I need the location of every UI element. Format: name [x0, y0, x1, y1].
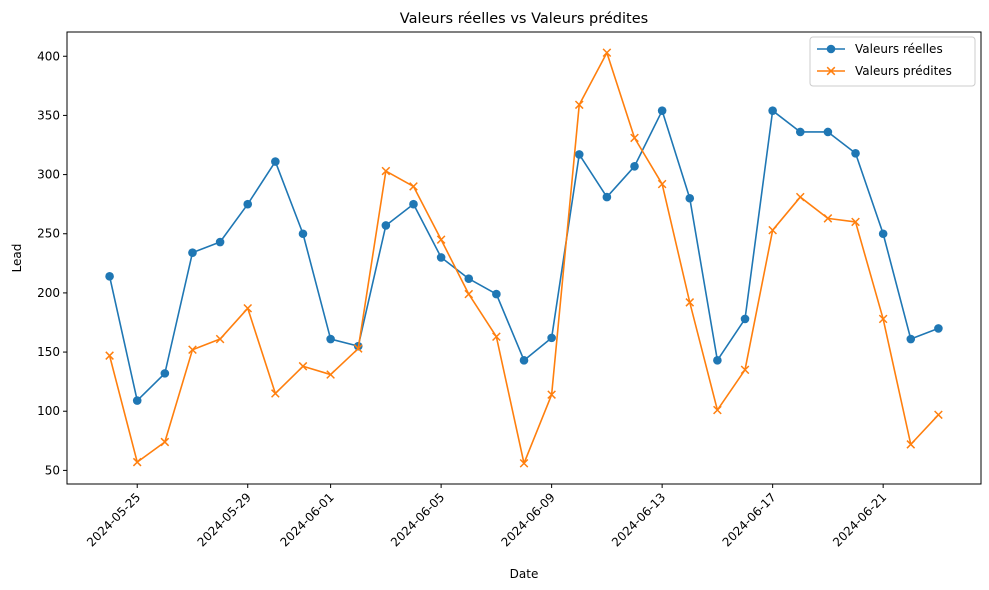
y-tick-label: 300	[37, 168, 60, 182]
data-point	[768, 225, 777, 235]
data-point	[132, 396, 142, 405]
data-point	[464, 289, 474, 299]
data-point	[685, 298, 695, 307]
data-point	[464, 274, 474, 284]
data-point	[657, 106, 667, 115]
data-point	[547, 333, 556, 343]
data-point	[795, 127, 805, 137]
y-axis-label: Lead	[10, 244, 24, 273]
data-point	[436, 253, 446, 262]
data-point	[547, 390, 556, 399]
data-point	[574, 100, 584, 110]
data-point	[795, 192, 805, 202]
data-point	[492, 289, 501, 299]
x-tick-label: 2024-06-17	[720, 490, 779, 549]
data-point	[243, 199, 253, 209]
data-point	[492, 332, 501, 342]
data-point	[188, 248, 197, 257]
x-tick-label: 2024-05-25	[84, 490, 143, 549]
legend-marker	[826, 44, 836, 54]
y-axis: 50 100 150 200 250 300 350 400	[37, 49, 67, 477]
data-point	[851, 148, 860, 158]
x-tick-label: 2024-06-05	[388, 490, 447, 549]
data-point	[657, 179, 667, 189]
data-point	[740, 365, 750, 375]
y-tick-label: 400	[37, 49, 60, 63]
data-point	[160, 369, 170, 378]
data-point	[878, 229, 888, 239]
legend-label: Valeurs prédites	[855, 64, 952, 78]
y-tick-label: 150	[37, 345, 60, 359]
x-axis: 2024-05-25 2024-05-29 2024-06-01 2024-06-05…	[84, 484, 889, 549]
legend: Valeurs réelles Valeurs prédites	[809, 36, 976, 87]
data-point	[823, 127, 833, 137]
legend-item: Valeurs réelles	[817, 42, 943, 56]
x-tick-label: 2024-06-01	[278, 490, 337, 549]
data-point	[519, 458, 529, 468]
series-2	[105, 48, 943, 468]
data-point	[436, 235, 446, 244]
data-point	[630, 133, 639, 143]
y-tick-label: 350	[37, 108, 60, 122]
plot-frame	[66, 31, 982, 485]
data-point	[685, 193, 695, 203]
data-point	[298, 361, 308, 371]
data-point	[326, 334, 335, 344]
data-point	[243, 303, 253, 313]
y-tick-label: 200	[37, 286, 60, 300]
data-point	[215, 237, 225, 247]
y-tick-label: 50	[45, 463, 60, 477]
data-point	[271, 389, 280, 398]
data-point	[381, 166, 391, 176]
data-point	[188, 345, 197, 355]
data-point	[823, 214, 833, 223]
data-point	[160, 437, 170, 447]
data-point	[934, 324, 943, 333]
legend-label: Valeurs réelles	[855, 42, 943, 56]
chart-title: Valeurs réelles vs Valeurs prédites	[400, 11, 648, 27]
data-point	[906, 440, 916, 449]
series-1	[105, 106, 943, 405]
series-layer	[105, 48, 943, 468]
data-point	[878, 314, 888, 324]
data-point	[353, 344, 363, 353]
data-point	[740, 314, 750, 324]
data-point	[519, 356, 529, 365]
x-axis-label: Date	[510, 567, 539, 581]
data-point	[574, 150, 584, 159]
data-point	[298, 229, 308, 239]
y-tick-label: 100	[37, 404, 60, 418]
data-point	[215, 334, 225, 344]
data-point	[713, 405, 722, 415]
data-point	[602, 192, 612, 202]
data-point	[132, 457, 142, 467]
data-point	[906, 334, 916, 344]
data-point	[271, 157, 280, 166]
x-tick-label: 2024-05-29	[195, 490, 254, 549]
x-tick-label: 2024-06-09	[499, 490, 558, 549]
data-point	[602, 48, 612, 58]
data-point	[105, 272, 114, 281]
legend-box	[809, 36, 976, 87]
data-point	[105, 351, 114, 360]
x-tick-label: 2024-06-21	[830, 490, 889, 549]
data-point	[768, 106, 777, 115]
legend-marker	[826, 66, 836, 76]
data-point	[934, 410, 943, 420]
data-point	[713, 356, 722, 365]
data-point	[630, 161, 639, 171]
data-point	[409, 199, 418, 209]
data-point	[851, 217, 860, 227]
legend-item: Valeurs prédites	[817, 64, 952, 78]
x-tick-label: 2024-06-13	[609, 490, 668, 549]
series-line	[108, 51, 939, 465]
y-tick-label: 250	[37, 227, 60, 241]
data-point	[326, 370, 335, 379]
data-point	[381, 221, 391, 230]
data-point	[409, 182, 418, 191]
